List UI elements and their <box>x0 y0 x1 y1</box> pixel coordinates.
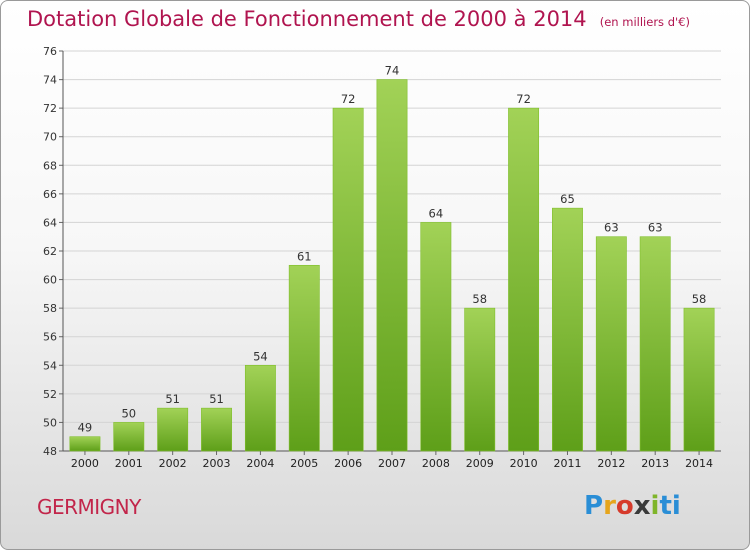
value-label: 51 <box>165 392 180 406</box>
x-tick-label: 2014 <box>685 457 713 470</box>
y-tick-labels: 48 50 52 54 56 58 60 62 64 66 68 70 72 74 76 <box>43 45 57 458</box>
value-label: 58 <box>472 292 487 306</box>
proxiti-logo: Proxiti <box>584 491 681 521</box>
x-tick-label: 2007 <box>378 457 406 470</box>
value-label: 72 <box>516 92 531 106</box>
value-label: 50 <box>121 406 136 420</box>
x-tick-labels: 2000 2001 2002 2003 2004 2005 2006 2007 2008 2009… <box>71 451 713 470</box>
y-tick-label: 64 <box>43 216 57 229</box>
value-label: 65 <box>560 192 575 206</box>
y-tick-label: 48 <box>43 445 57 458</box>
bar <box>683 307 715 452</box>
bar <box>288 264 320 452</box>
x-tick-label: 2009 <box>466 457 494 470</box>
bar <box>420 222 452 452</box>
y-tick-label: 54 <box>43 359 57 372</box>
value-label: 72 <box>341 92 356 106</box>
value-label: 61 <box>297 249 312 263</box>
bar <box>244 364 276 452</box>
x-tick-label: 2001 <box>115 457 143 470</box>
x-tick-label: 2013 <box>641 457 669 470</box>
x-tick-label: 2006 <box>334 457 362 470</box>
y-tick-label: 58 <box>43 302 57 315</box>
bar <box>157 407 189 452</box>
logo-letter: o <box>615 491 634 521</box>
value-label: 63 <box>604 221 619 235</box>
logo-letter: i <box>650 491 660 521</box>
logo-letter: x <box>633 491 651 521</box>
chart-title-block: Dotation Globale de Fonctionnement de 20… <box>27 7 690 31</box>
value-label: 54 <box>253 349 268 363</box>
y-tick-label: 66 <box>43 188 57 201</box>
x-tick-label: 2010 <box>510 457 538 470</box>
value-label: 51 <box>209 392 224 406</box>
y-tick-label: 68 <box>43 159 57 172</box>
y-tick-label: 70 <box>43 131 57 144</box>
y-tick-label: 74 <box>43 74 57 87</box>
value-label: 63 <box>648 221 663 235</box>
y-tick-label: 60 <box>43 274 57 287</box>
x-tick-label: 2004 <box>246 457 274 470</box>
y-tick-label: 50 <box>43 416 57 429</box>
y-tick-label: 56 <box>43 331 57 344</box>
bar <box>552 207 583 452</box>
bar <box>69 436 101 452</box>
y-tick-label: 52 <box>43 388 57 401</box>
y-tick-label: 76 <box>43 45 57 58</box>
bars <box>69 79 715 452</box>
value-labels: 49 50 51 51 54 61 72 74 64 58 72 65 63 63 58 <box>78 64 707 435</box>
value-label: 74 <box>385 64 400 78</box>
commune-name: GERMIGNY <box>37 495 141 519</box>
bar <box>332 107 364 452</box>
x-tick-label: 2012 <box>597 457 625 470</box>
x-tick-label: 2000 <box>71 457 99 470</box>
bar <box>464 307 496 452</box>
y-tick-label: 72 <box>43 102 57 115</box>
logo-letter: P <box>584 491 604 521</box>
bar <box>113 422 145 452</box>
bar <box>201 407 232 452</box>
value-label: 58 <box>692 292 707 306</box>
logo-letter: r <box>603 491 616 521</box>
value-label: 64 <box>429 206 444 220</box>
bar <box>639 236 671 452</box>
chart-title: Dotation Globale de Fonctionnement de 20… <box>27 7 587 31</box>
x-tick-label: 2005 <box>290 457 318 470</box>
bar <box>508 107 540 452</box>
x-tick-label: 2008 <box>422 457 450 470</box>
bar <box>376 79 408 452</box>
chart-unit: (en milliers d'€) <box>599 15 690 29</box>
bar <box>595 236 627 452</box>
y-tick-label: 62 <box>43 245 57 258</box>
x-tick-label: 2011 <box>553 457 581 470</box>
value-label: 49 <box>78 421 93 435</box>
logo-letter: ti <box>659 491 681 521</box>
x-tick-label: 2002 <box>159 457 187 470</box>
x-tick-label: 2003 <box>203 457 231 470</box>
